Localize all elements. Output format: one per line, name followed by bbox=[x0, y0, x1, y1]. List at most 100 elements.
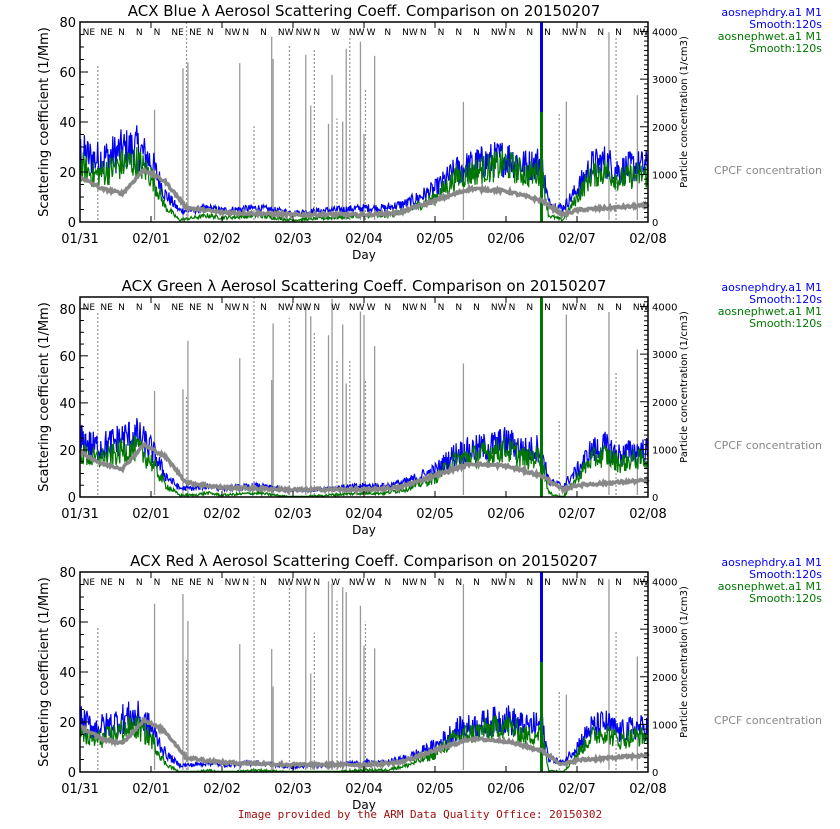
wind-direction-label: N bbox=[420, 28, 427, 38]
legend-cpc-name: CPCF concentration bbox=[714, 164, 822, 177]
wind-direction-label: NW bbox=[402, 28, 418, 38]
wind-direction-label: NW bbox=[562, 28, 578, 38]
x-tick-label: 02/05 bbox=[416, 782, 453, 797]
wind-direction-label: N bbox=[242, 578, 249, 588]
wind-direction-label: W bbox=[367, 578, 376, 588]
wind-direction-label: NW bbox=[633, 303, 649, 313]
wind-direction-label: N bbox=[580, 303, 587, 313]
legend-dry-smooth: Smooth:120s bbox=[749, 18, 822, 31]
y-tick-label: 20 bbox=[59, 444, 76, 459]
wind-direction-label: N bbox=[473, 28, 480, 38]
wind-direction-label: NW bbox=[296, 303, 312, 313]
wind-direction-label: N bbox=[544, 28, 551, 38]
legend-dry-smooth: Smooth:120s bbox=[749, 568, 822, 581]
y-tick-label: 40 bbox=[59, 116, 76, 131]
wind-direction-label: NW bbox=[562, 578, 578, 588]
wind-direction-label: N bbox=[118, 578, 125, 588]
y2-tick-label: 2000 bbox=[652, 398, 677, 409]
x-tick-label: 02/06 bbox=[487, 232, 524, 247]
x-tick-label: 02/04 bbox=[345, 232, 382, 247]
legend-wet-name: aosnephwet.a1 M1 bbox=[718, 580, 822, 593]
wind-direction-label: W bbox=[367, 28, 376, 38]
wind-direction-label: NW bbox=[278, 303, 294, 313]
wind-direction-label: N bbox=[455, 28, 462, 38]
wind-direction-label: NW bbox=[278, 578, 294, 588]
y-tick-label: 0 bbox=[68, 766, 76, 781]
legend-dry-name: aosnephdry.a1 M1 bbox=[721, 6, 822, 19]
wind-direction-label: N bbox=[242, 28, 249, 38]
wind-direction-label: N bbox=[580, 578, 587, 588]
legend: aosnephdry.a1 M1Smooth:120saosnephwet.a1… bbox=[714, 6, 822, 177]
wind-direction-label: NW bbox=[562, 303, 578, 313]
x-tick-label: 02/05 bbox=[416, 232, 453, 247]
wind-direction-label: NW bbox=[402, 578, 418, 588]
chart-title: ACX Green λ Aerosol Scattering Coeff. Co… bbox=[122, 277, 607, 295]
wind-direction-label: NW bbox=[491, 28, 507, 38]
chart-title: ACX Blue λ Aerosol Scattering Coeff. Com… bbox=[128, 2, 601, 20]
cpc-spike-group bbox=[97, 22, 638, 220]
y-tick-label: 0 bbox=[68, 216, 76, 231]
x-axis-label: Day bbox=[352, 523, 376, 537]
legend-wet-name: aosnephwet.a1 M1 bbox=[718, 30, 822, 43]
wind-direction-label: N bbox=[580, 28, 587, 38]
wind-direction-label: N bbox=[154, 578, 161, 588]
wind-direction-label: N bbox=[526, 578, 533, 588]
y2-tick-label: 4000 bbox=[652, 578, 677, 589]
wind-direction-label: N bbox=[207, 578, 214, 588]
wind-direction-label: N bbox=[526, 28, 533, 38]
x-tick-label: 02/06 bbox=[487, 782, 524, 797]
wind-direction-label: N bbox=[136, 303, 143, 313]
panel-2: ACX Green λ Aerosol Scattering Coeff. Co… bbox=[37, 277, 822, 537]
x-tick-label: 01/31 bbox=[61, 232, 98, 247]
wind-direction-label: NW bbox=[349, 303, 365, 313]
y2-tick-label: 1000 bbox=[652, 445, 677, 456]
wind-direction-label: N bbox=[509, 578, 516, 588]
wind-direction-label: N bbox=[615, 28, 622, 38]
y2-axis-label: Particle concentration (1/cm3) bbox=[679, 36, 690, 188]
wind-direction-label: N bbox=[136, 28, 143, 38]
wind-direction-label: N bbox=[526, 303, 533, 313]
y2-tick-label: 4000 bbox=[652, 28, 677, 39]
y-tick-label: 40 bbox=[59, 666, 76, 681]
wind-direction-label: N bbox=[544, 303, 551, 313]
cpc-spike-group bbox=[97, 576, 638, 770]
y-tick-label: 20 bbox=[59, 716, 76, 731]
wind-direction-label: NE bbox=[100, 578, 113, 588]
panel-1: ACX Blue λ Aerosol Scattering Coeff. Com… bbox=[37, 2, 822, 262]
y2-tick-label: 4000 bbox=[652, 303, 677, 314]
wind-direction-label: N bbox=[438, 578, 445, 588]
y2-tick-label: 2000 bbox=[652, 673, 677, 684]
wind-direction-label: N bbox=[154, 303, 161, 313]
wind-direction-label: NE bbox=[171, 28, 184, 38]
wind-direction-label: NE bbox=[171, 578, 184, 588]
y-tick-label: 60 bbox=[59, 616, 76, 631]
y2-tick-label: 1000 bbox=[652, 170, 677, 181]
wind-direction-label: N bbox=[420, 303, 427, 313]
wind-direction-label: N bbox=[438, 28, 445, 38]
y2-axis-label: Particle concentration (1/cm3) bbox=[679, 311, 690, 463]
wind-direction-label: NW bbox=[278, 28, 294, 38]
wind-direction-label: N bbox=[154, 28, 161, 38]
chart-title: ACX Red λ Aerosol Scattering Coeff. Comp… bbox=[130, 552, 598, 570]
x-tick-label: 02/08 bbox=[629, 782, 666, 797]
wind-direction-label: N bbox=[384, 578, 391, 588]
wind-direction-label: W bbox=[331, 28, 340, 38]
wind-direction-label: NW bbox=[296, 28, 312, 38]
wind-direction-label: N bbox=[597, 303, 604, 313]
wind-direction-label: N bbox=[313, 303, 320, 313]
wind-direction-label: NW bbox=[402, 303, 418, 313]
x-tick-label: 02/02 bbox=[203, 782, 240, 797]
wind-direction-label: N bbox=[473, 578, 480, 588]
legend-wet-smooth: Smooth:120s bbox=[749, 42, 822, 55]
y-tick-label: 80 bbox=[59, 566, 76, 581]
x-tick-label: 02/03 bbox=[274, 507, 311, 522]
wind-direction-label: NE bbox=[83, 578, 96, 588]
wind-direction-label: N bbox=[260, 28, 267, 38]
wind-direction-label: N bbox=[260, 303, 267, 313]
wind-direction-label: NW bbox=[225, 28, 241, 38]
x-tick-label: 02/08 bbox=[629, 507, 666, 522]
wind-direction-label: N bbox=[118, 303, 125, 313]
x-tick-label: 02/01 bbox=[132, 782, 169, 797]
wind-direction-label: N bbox=[455, 303, 462, 313]
